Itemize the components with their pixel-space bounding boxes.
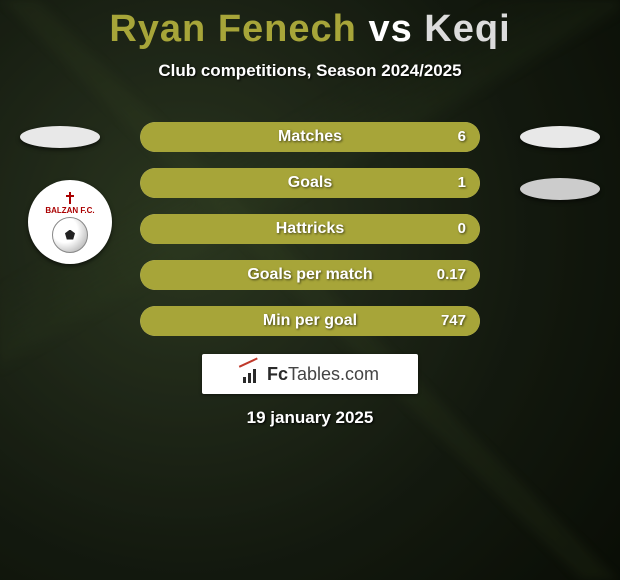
stat-row: Goals per match0.17 <box>140 260 480 290</box>
snapshot-date: 19 january 2025 <box>0 408 620 428</box>
brand-badge: FcTables.com <box>202 354 418 394</box>
club-badge-inner: BALZAN F.C. <box>45 192 94 253</box>
player1-name: Ryan Fenech <box>109 8 357 50</box>
brand-text: FcTables.com <box>267 364 379 385</box>
player2-name: Keqi <box>424 8 510 50</box>
bar-left-fill <box>140 306 480 336</box>
vs-text: vs <box>368 8 412 50</box>
player1-avatar-placeholder <box>20 126 100 148</box>
bar-left-fill <box>140 214 480 244</box>
football-icon <box>52 217 88 253</box>
bar-left-fill <box>140 260 480 290</box>
stat-bars: Matches6 Goals1 Hattricks0 Goals per match0… <box>140 122 480 352</box>
content-layer: Ryan Fenech vs Keqi Club competitions, S… <box>0 0 620 580</box>
subtitle: Club competitions, Season 2024/2025 <box>0 61 620 81</box>
brand-chart-icon <box>241 365 263 383</box>
stat-row: Matches6 <box>140 122 480 152</box>
bar-left-fill <box>140 122 480 152</box>
player2-avatar-placeholder <box>520 126 600 148</box>
stat-row: Hattricks0 <box>140 214 480 244</box>
cross-icon <box>69 192 71 204</box>
comparison-card: Ryan Fenech vs Keqi Club competitions, S… <box>0 0 620 580</box>
stat-row: Min per goal747 <box>140 306 480 336</box>
player1-club-badge: BALZAN F.C. <box>28 180 112 264</box>
player2-club-placeholder <box>520 178 600 200</box>
club-badge-text: BALZAN F.C. <box>45 206 94 215</box>
stat-row: Goals1 <box>140 168 480 198</box>
brand-bold: Fc <box>267 364 288 384</box>
comparison-title: Ryan Fenech vs Keqi <box>0 8 620 51</box>
bar-left-fill <box>140 168 480 198</box>
brand-rest: Tables.com <box>288 364 379 384</box>
